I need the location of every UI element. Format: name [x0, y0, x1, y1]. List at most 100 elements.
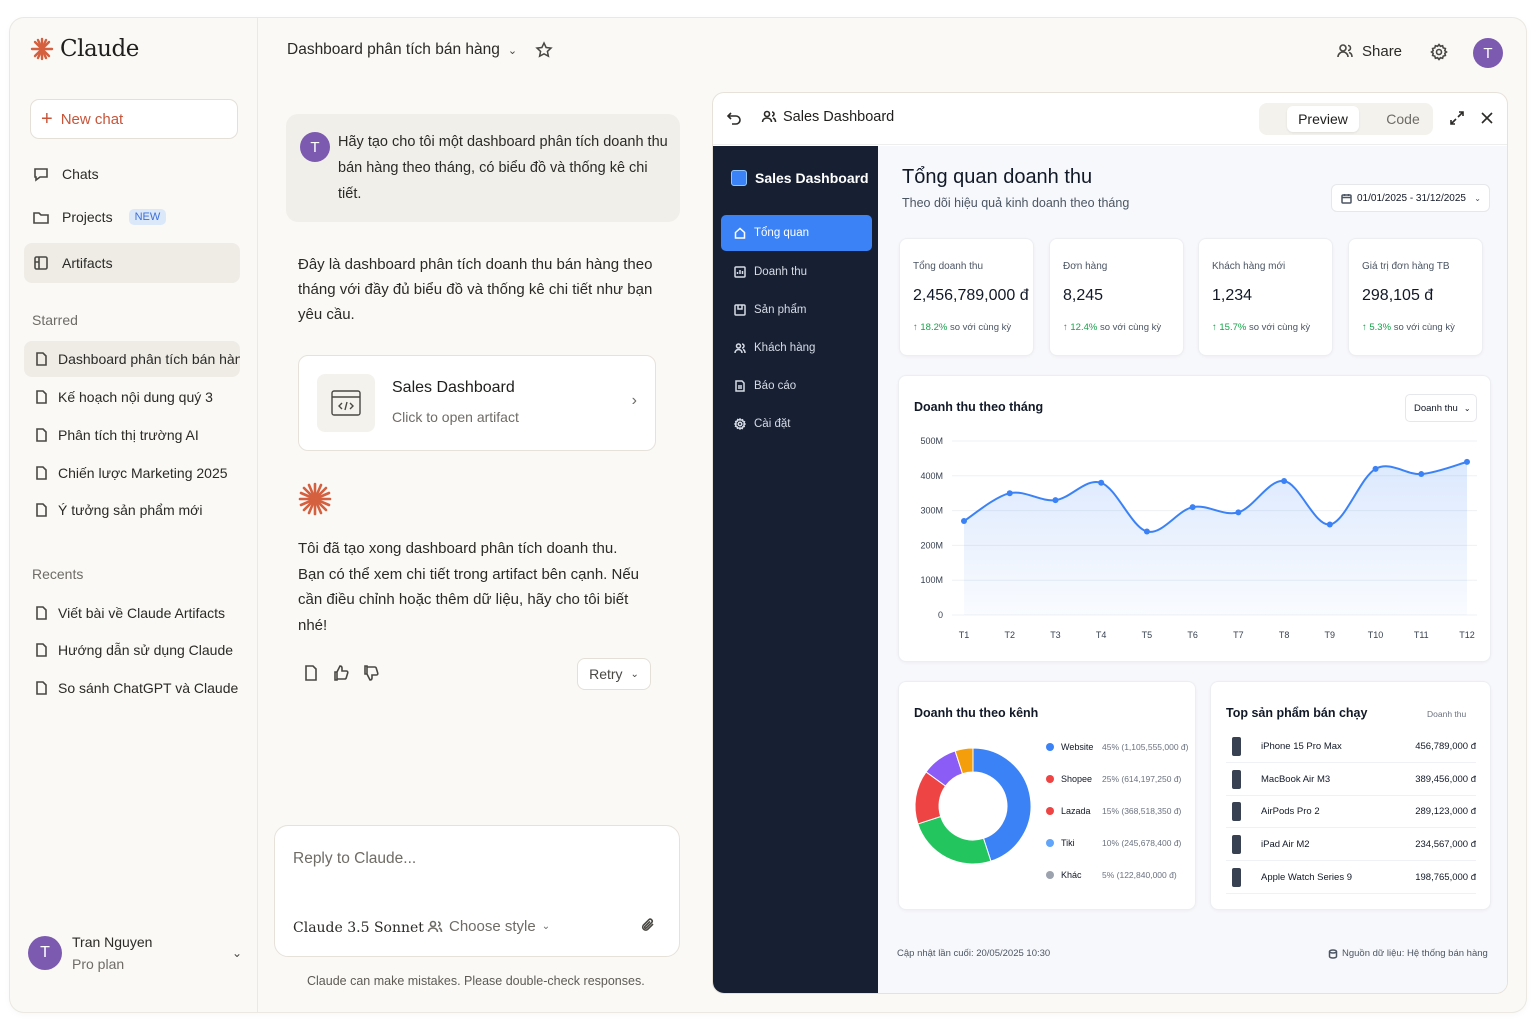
artifacts-icon	[34, 256, 48, 270]
avatar: T	[28, 936, 62, 970]
x-tick-label: T9	[1325, 630, 1336, 640]
retry-button[interactable]: Retry ⌄	[577, 658, 651, 690]
dash-menu-reports[interactable]: Báo cáo	[721, 368, 872, 404]
starred-item[interactable]: Dashboard phân tích bán hàng	[24, 341, 240, 377]
claude-logo[interactable]: Claude	[30, 36, 139, 62]
dashboard-brand[interactable]: Sales Dashboard	[731, 170, 869, 186]
product-revenue: 198,765,000 đ	[1415, 871, 1476, 883]
copy-icon[interactable]	[302, 664, 320, 682]
data-point	[1052, 497, 1059, 504]
legend-dot	[1046, 871, 1054, 879]
user-message-text: Hãy tạo cho tôi một dashboard phân tích …	[338, 134, 668, 202]
sidebar-item-projects[interactable]: Projects NEW	[24, 197, 240, 237]
recent-item[interactable]: Hướng dẫn sử dụng Claude	[24, 632, 240, 668]
close-button[interactable]	[1479, 110, 1495, 131]
message-actions	[302, 664, 380, 682]
starred-item-label: Dashboard phân tích bán hàng	[58, 351, 240, 367]
new-badge: NEW	[128, 209, 167, 225]
kpi-card: Đơn hàng 8,245 ↑ 12.4% so với cùng kỳ	[1049, 238, 1184, 356]
user-menu[interactable]: T Tran Nguyen Pro plan ⌄	[28, 926, 242, 980]
date-range-picker[interactable]: 01/01/2025 - 31/12/2025 ⌄	[1331, 184, 1490, 212]
users-icon	[734, 343, 746, 354]
style-label: Choose style	[449, 918, 536, 935]
report-icon	[735, 380, 745, 392]
settings-button[interactable]	[1430, 43, 1448, 66]
dash-menu-revenue[interactable]: Doanh thu	[721, 254, 872, 290]
dash-menu-overview[interactable]: Tổng quan	[721, 215, 872, 251]
share-label: Share	[1362, 42, 1403, 60]
kpi-change-value: ↑ 18.2%	[913, 322, 948, 333]
data-point	[1189, 504, 1196, 511]
new-chat-button[interactable]: + New chat	[30, 99, 238, 139]
kpi-value: 1,234	[1212, 287, 1253, 304]
back-button[interactable]	[725, 109, 743, 132]
dash-menu-products[interactable]: Sản phẩm	[721, 292, 872, 328]
share-button[interactable]: Share	[1336, 42, 1402, 60]
dash-menu-settings[interactable]: Cài đặt	[721, 406, 872, 442]
metric-select[interactable]: Doanh thu ⌄	[1405, 394, 1477, 422]
artifact-card-title: Sales Dashboard	[392, 379, 515, 396]
pie-slice	[954, 747, 974, 775]
paperclip-icon	[641, 918, 654, 931]
chevron-down-icon: ⌄	[630, 668, 639, 680]
conversation-title[interactable]: Dashboard phân tích bán hàng ⌄	[287, 41, 553, 59]
reply-input[interactable]: Reply to Claude...	[293, 850, 417, 867]
dash-menu-label: Tổng quan	[754, 227, 809, 239]
model-selector[interactable]: Claude 3.5 Sonnet	[293, 920, 424, 936]
kpi-label: Khách hàng mới	[1212, 261, 1286, 272]
legend-dot	[1046, 743, 1054, 751]
dash-menu-customers[interactable]: Khách hàng	[721, 330, 872, 366]
chart-icon	[734, 266, 746, 278]
star-icon[interactable]	[535, 41, 553, 59]
starred-item[interactable]: Kế hoạch nội dung quý 3	[24, 379, 240, 415]
legend-item: Lazada 15% (368,518,350 đ)	[1046, 806, 1186, 816]
legend-dot	[1046, 807, 1054, 815]
document-icon	[36, 503, 47, 517]
document-icon	[36, 352, 47, 366]
starred-item[interactable]: Ý tưởng sản phẩm mới	[24, 492, 240, 528]
line-chart: 0 100M 200M 300M 400M 500M T1 T2 T3 T4 T5 T6 T7 T8 T9 T…	[920, 436, 1477, 640]
chevron-down-icon: ⌄	[541, 921, 551, 932]
starred-item[interactable]: Chiến lược Marketing 2025	[24, 455, 240, 491]
thumbs-up-icon[interactable]	[332, 664, 350, 682]
artifact-card[interactable]: Sales Dashboard Click to open artifact ›	[298, 355, 656, 451]
recent-item[interactable]: So sánh ChatGPT và Claude	[24, 670, 240, 706]
product-thumbnail	[1232, 802, 1241, 822]
product-name: AirPods Pro 2	[1261, 806, 1320, 818]
attach-button[interactable]	[639, 916, 657, 939]
gear-icon	[1430, 43, 1448, 61]
product-row: MacBook Air M3 389,456,000 đ	[1226, 764, 1476, 796]
users-icon	[1337, 44, 1353, 58]
close-icon	[1481, 112, 1493, 124]
claude-spark-icon	[30, 37, 54, 61]
user-plan: Pro plan	[72, 956, 125, 972]
y-tick-label: 100M	[920, 575, 943, 585]
starred-item-label: Kế hoạch nội dung quý 3	[58, 389, 213, 405]
recent-item-label: Viết bài về Claude Artifacts	[58, 605, 226, 621]
data-point	[1235, 509, 1242, 516]
sidebar: Claude + New chat Chats Projects NEW Art…	[10, 18, 258, 1012]
style-selector[interactable]: Choose style ⌄	[427, 918, 550, 935]
pie-slice	[917, 815, 992, 865]
thumbs-down-icon[interactable]	[362, 664, 380, 682]
avatar[interactable]: T	[1473, 38, 1503, 68]
dashboard-sidebar: Sales Dashboard Tổng quan Doanh thu Sản …	[713, 146, 878, 993]
sidebar-item-chats[interactable]: Chats	[24, 154, 240, 194]
sidebar-item-artifacts[interactable]: Artifacts	[24, 243, 240, 283]
card-title: Doanh thu theo tháng	[914, 400, 1044, 414]
recent-item[interactable]: Viết bài về Claude Artifacts	[24, 595, 240, 631]
starred-item[interactable]: Phân tích thị trường AI	[24, 417, 240, 453]
new-chat-label: New chat	[60, 110, 124, 128]
kpi-change-note: so với cùng kỳ	[949, 322, 1012, 333]
top-products-card: Top sản phẩm bán chạy Doanh thu iPhone 1…	[1210, 681, 1491, 910]
tab-code[interactable]: Code	[1386, 111, 1420, 127]
reply-composer[interactable]: Reply to Claude... Claude 3.5 Sonnet Cho…	[274, 825, 680, 957]
app-window: Claude + New chat Chats Projects NEW Art…	[10, 18, 1526, 1012]
pie-slice	[972, 747, 1032, 862]
expand-button[interactable]	[1449, 110, 1465, 131]
tab-preview[interactable]: Preview	[1287, 106, 1359, 132]
data-point	[1464, 458, 1470, 465]
legend-dot	[1046, 775, 1054, 783]
avatar: T	[300, 132, 330, 162]
data-point	[1326, 521, 1333, 528]
